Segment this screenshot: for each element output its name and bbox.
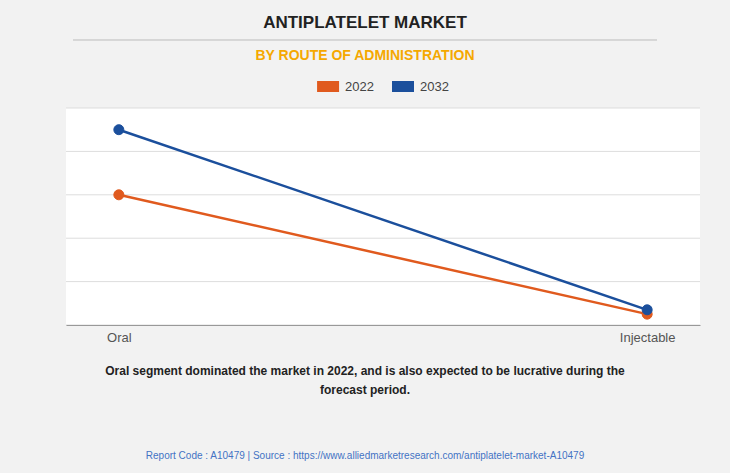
- series-line: [119, 195, 647, 314]
- x-axis: Oral Injectable: [67, 325, 701, 345]
- legend-label: 2032: [420, 79, 449, 94]
- point: [642, 305, 652, 315]
- point: [114, 190, 124, 200]
- annotation: Oral segment dominated the market in 202…: [105, 364, 625, 397]
- point: [114, 125, 124, 135]
- background: [0, 0, 730, 473]
- grid-line: [66, 281, 700, 282]
- legend: 2022 2032: [317, 79, 449, 94]
- legend-swatch: [392, 81, 414, 92]
- legend-item: 2022: [317, 79, 374, 94]
- x-tick-label: Injectable: [620, 330, 676, 345]
- grid-line: [66, 151, 700, 152]
- series-line: [119, 130, 647, 310]
- subtitle: BY ROUTE OF ADMINISTRATION: [255, 47, 474, 63]
- footer: Report Code : A10479 | Source : https://…: [146, 450, 585, 461]
- x-tick-label: Oral: [107, 330, 132, 345]
- plot-background: [66, 108, 700, 325]
- grid: [66, 108, 700, 325]
- grid-line: [66, 238, 700, 239]
- chart: ANTIPLATELET MARKET BY ROUTE OF ADMINISTR…: [0, 0, 730, 473]
- title: ANTIPLATELET MARKET: [263, 13, 467, 32]
- x-axis-line: [67, 325, 701, 326]
- x-tick: Oral: [107, 325, 132, 345]
- x-tick: Injectable: [620, 325, 676, 345]
- title-rule: [73, 40, 657, 41]
- marks: [114, 125, 652, 319]
- legend-item: 2032: [392, 79, 449, 94]
- grid-line: [66, 194, 700, 195]
- legend-label: 2022: [345, 79, 374, 94]
- grid-line: [66, 108, 700, 109]
- grid-line: [66, 325, 700, 326]
- legend-swatch: [317, 81, 339, 92]
